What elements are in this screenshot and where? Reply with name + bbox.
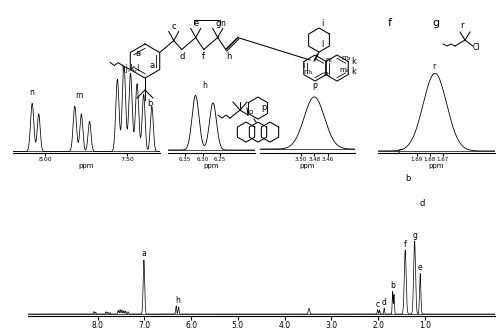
Text: e: e [194,18,199,28]
Text: k: k [351,67,356,76]
Text: n: n [29,88,34,96]
Text: i: i [302,61,304,70]
Text: i,j,k,l: i,j,k,l [122,64,140,73]
Text: a: a [135,49,140,58]
X-axis label: ppm: ppm [78,163,94,169]
Text: g: g [412,231,417,240]
X-axis label: ppm: ppm [300,163,316,169]
Text: h: h [226,51,232,61]
X-axis label: ppm: ppm [204,163,219,169]
Text: l: l [321,40,324,49]
Text: n₁: n₁ [325,57,332,63]
Text: h: h [175,296,180,305]
Text: b: b [390,281,395,290]
Text: o: o [249,109,254,115]
Text: c: c [398,147,402,156]
Text: r: r [432,62,436,71]
Text: h: h [202,81,206,90]
Text: b: b [405,174,410,183]
Text: m₂: m₂ [339,67,348,73]
Text: r: r [460,21,464,30]
Text: i: i [321,19,324,28]
Text: n: n [220,18,226,28]
Text: g: g [432,18,439,28]
Text: m: m [75,91,82,100]
Text: g: g [216,18,221,28]
Text: d: d [420,199,426,208]
Text: d: d [180,51,185,61]
Text: d: d [382,298,386,307]
Text: b: b [147,99,152,108]
Text: a: a [150,61,155,70]
Text: f: f [404,240,406,249]
Text: p: p [261,103,266,112]
Text: c: c [172,22,176,31]
Text: k: k [351,57,356,66]
Text: m₁: m₁ [303,69,312,75]
Text: n₂: n₂ [323,71,330,77]
Text: m₃: m₃ [341,55,350,61]
Text: c: c [375,299,380,309]
Text: f: f [202,51,204,61]
Text: Cl: Cl [473,43,480,52]
X-axis label: ppm: ppm [428,163,444,169]
Text: f: f [388,18,392,28]
Text: a: a [142,249,146,258]
Text: e: e [418,263,422,272]
Text: p: p [312,81,316,90]
